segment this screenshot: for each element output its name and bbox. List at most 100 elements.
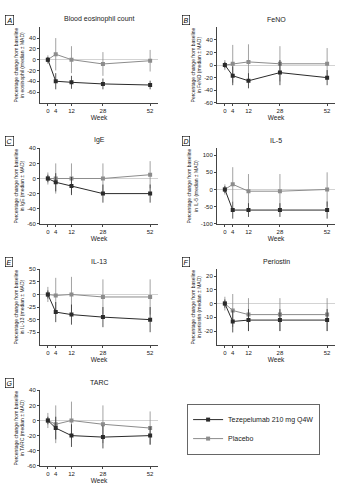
svg-text:Week: Week	[91, 235, 108, 242]
svg-text:20: 20	[206, 50, 213, 56]
svg-text:Blood eosinophil count: Blood eosinophil count	[64, 15, 134, 23]
svg-text:-40: -40	[27, 78, 36, 84]
svg-text:52: 52	[147, 108, 154, 114]
svg-text:Week: Week	[268, 114, 285, 121]
svg-text:12: 12	[245, 108, 252, 114]
svg-text:F: F	[184, 259, 189, 266]
svg-text:28: 28	[100, 350, 107, 356]
svg-text:Percentage change from baselin: Percentage change from baselinein FeNO (…	[190, 27, 203, 102]
svg-text:4: 4	[231, 350, 235, 356]
svg-text:50: 50	[206, 169, 213, 175]
svg-text:52: 52	[147, 350, 154, 356]
svg-text:50: 50	[29, 266, 36, 272]
svg-text:-100: -100	[201, 221, 214, 227]
svg-text:IL-5: IL-5	[270, 137, 282, 144]
svg-text:-60: -60	[27, 463, 36, 469]
svg-text:28: 28	[277, 108, 284, 114]
svg-text:4: 4	[54, 350, 58, 356]
svg-text:Week: Week	[91, 356, 108, 363]
svg-text:-20: -20	[27, 68, 36, 74]
svg-text:-40: -40	[27, 206, 36, 212]
svg-text:12: 12	[245, 350, 252, 356]
svg-text:B: B	[184, 17, 189, 24]
svg-text:Week: Week	[91, 114, 108, 121]
svg-text:E: E	[7, 259, 12, 266]
svg-text:-50: -50	[27, 317, 36, 323]
svg-text:-50: -50	[204, 204, 213, 210]
svg-text:-40: -40	[27, 448, 36, 454]
svg-text:0: 0	[46, 229, 50, 235]
svg-text:Placebo: Placebo	[228, 435, 253, 442]
svg-text:28: 28	[100, 471, 107, 477]
svg-text:FeNO: FeNO	[267, 16, 286, 23]
svg-text:-25: -25	[27, 304, 36, 310]
svg-text:-20: -20	[204, 328, 213, 334]
svg-text:28: 28	[277, 229, 284, 235]
svg-text:25: 25	[29, 279, 36, 285]
svg-text:52: 52	[324, 108, 331, 114]
svg-text:Percentage change from baselin: Percentage change from baselinein IL-5 (…	[186, 148, 199, 223]
svg-text:-10: -10	[204, 314, 213, 320]
svg-text:40: 40	[206, 37, 213, 43]
svg-text:40: 40	[29, 35, 36, 41]
svg-text:28: 28	[100, 229, 107, 235]
svg-text:0: 0	[32, 176, 36, 182]
svg-text:12: 12	[68, 229, 75, 235]
svg-text:Percentage change from baselin: Percentage change from baselinein TARC (…	[13, 390, 26, 465]
svg-text:10: 10	[206, 287, 213, 293]
svg-text:12: 12	[245, 229, 252, 235]
svg-text:Week: Week	[268, 235, 285, 242]
svg-text:Percentage change from baselin: Percentage change from baselinein eosino…	[13, 27, 26, 102]
svg-text:IL-13: IL-13	[91, 258, 107, 265]
svg-text:G: G	[7, 380, 13, 387]
svg-text:28: 28	[277, 350, 284, 356]
svg-text:-20: -20	[204, 75, 213, 81]
svg-text:-75: -75	[27, 329, 36, 335]
svg-text:4: 4	[231, 229, 235, 235]
svg-text:TARC: TARC	[90, 379, 109, 386]
svg-text:-60: -60	[27, 221, 36, 227]
svg-text:100: 100	[203, 152, 214, 158]
svg-text:0: 0	[223, 229, 227, 235]
svg-text:40: 40	[29, 145, 36, 151]
svg-text:Percentage change from baselin: Percentage change from baselinein perios…	[190, 269, 203, 344]
svg-text:D: D	[184, 138, 189, 145]
svg-text:20: 20	[29, 160, 36, 166]
svg-text:52: 52	[147, 229, 154, 235]
svg-text:0: 0	[46, 350, 50, 356]
svg-text:Week: Week	[91, 477, 108, 484]
svg-text:C: C	[7, 138, 13, 145]
svg-text:0: 0	[209, 301, 213, 307]
svg-text:52: 52	[324, 350, 331, 356]
svg-text:Percentage change from baselin: Percentage change from baselinein IgE (m…	[13, 148, 26, 223]
svg-text:20: 20	[29, 402, 36, 408]
svg-text:0: 0	[32, 57, 36, 63]
svg-text:12: 12	[68, 108, 75, 114]
svg-text:-20: -20	[27, 433, 36, 439]
svg-text:Tezepelumab 210 mg Q4W: Tezepelumab 210 mg Q4W	[228, 416, 313, 424]
svg-text:0: 0	[32, 292, 36, 298]
svg-text:0: 0	[46, 108, 50, 114]
svg-text:-60: -60	[27, 89, 36, 95]
svg-text:-40: -40	[204, 87, 213, 93]
svg-text:0: 0	[209, 62, 213, 68]
svg-text:20: 20	[29, 46, 36, 52]
svg-text:12: 12	[68, 471, 75, 477]
svg-text:52: 52	[324, 229, 331, 235]
svg-text:40: 40	[29, 387, 36, 393]
svg-text:0: 0	[223, 350, 227, 356]
svg-text:4: 4	[54, 108, 58, 114]
svg-text:4: 4	[54, 471, 58, 477]
svg-text:12: 12	[68, 350, 75, 356]
svg-text:0: 0	[32, 418, 36, 424]
svg-text:4: 4	[231, 108, 235, 114]
svg-text:-60: -60	[204, 100, 213, 106]
svg-text:Percentage change from baselin: Percentage change from baselinein IL-13 …	[13, 269, 26, 344]
svg-text:28: 28	[100, 108, 107, 114]
svg-text:20: 20	[206, 273, 213, 279]
svg-text:Week: Week	[268, 356, 285, 363]
svg-text:0: 0	[209, 187, 213, 193]
svg-text:IgE: IgE	[94, 136, 105, 144]
svg-text:52: 52	[147, 471, 154, 477]
svg-text:4: 4	[54, 229, 58, 235]
